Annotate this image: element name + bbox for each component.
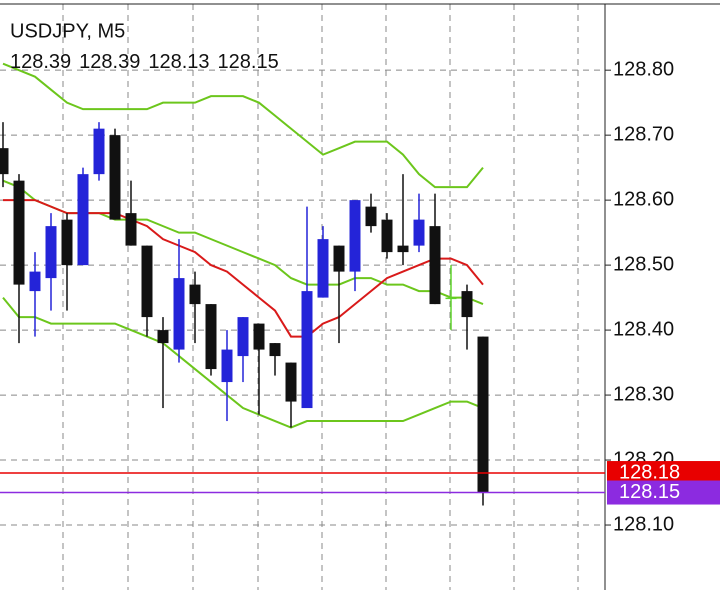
candle-body [45, 226, 57, 279]
indicator-line [2, 296, 484, 429]
candle-body [109, 135, 121, 220]
candle-body [477, 336, 489, 493]
candle-body [237, 317, 249, 357]
y-tick-label: 128.10 [613, 513, 674, 535]
candle-body [173, 278, 185, 350]
close-value: 128.15 [218, 51, 279, 73]
ohlc-readout: 128.39 128.39 128.13 128.15 [10, 51, 279, 73]
candle-body [221, 349, 233, 383]
candle-body [189, 284, 201, 305]
y-tick-label: 128.70 [613, 123, 674, 145]
candle-body [397, 245, 409, 253]
low-value: 128.13 [148, 51, 209, 73]
candle-body [413, 219, 425, 246]
candle-body [13, 180, 25, 285]
candle-body [141, 245, 153, 318]
candle-body [157, 330, 169, 344]
y-tick-label: 128.50 [613, 253, 674, 275]
price-label: 128.15 [619, 481, 680, 503]
y-tick-label: 128.80 [613, 58, 674, 80]
y-tick-label: 128.60 [613, 188, 674, 210]
price-label-box [607, 480, 720, 505]
candle-body [253, 323, 265, 350]
candle-body [0, 148, 9, 175]
candle-body [29, 271, 41, 292]
high-value: 128.39 [79, 51, 140, 73]
y-tick-label: 128.30 [613, 383, 674, 405]
candle-body [461, 291, 473, 318]
y-tick-label: 128.40 [613, 318, 674, 340]
open-value: 128.39 [10, 51, 71, 73]
candle-body [365, 206, 377, 227]
candle-body [77, 174, 89, 266]
candle-body [445, 297, 457, 300]
candle-body [61, 219, 73, 266]
candle-body [429, 226, 441, 305]
candle-body [333, 245, 345, 272]
plot [0, 62, 605, 526]
candle-body [125, 213, 137, 246]
indicator-line [2, 62, 484, 189]
candle-body [205, 304, 217, 370]
candle-body [349, 200, 361, 272]
chart-title: USDJPY, M5 [10, 20, 125, 42]
candle-body [93, 128, 105, 175]
candle-body [381, 219, 393, 253]
candle-body [269, 343, 281, 357]
candle-body [285, 362, 297, 402]
candle-body [317, 239, 329, 298]
candle-body [301, 291, 313, 409]
price-label: 128.18 [619, 461, 680, 483]
